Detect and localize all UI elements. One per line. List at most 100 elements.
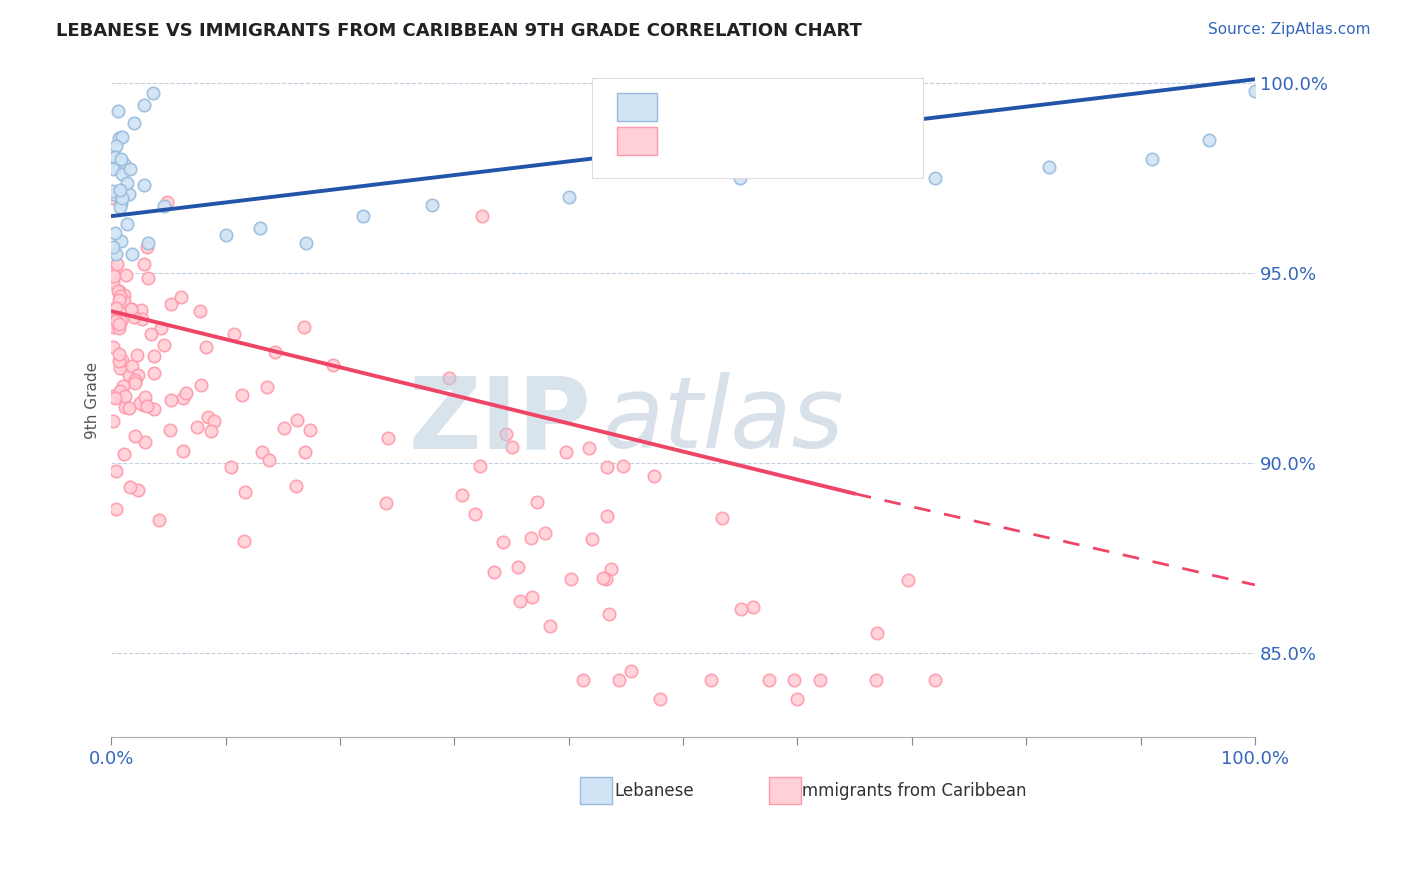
Point (285, 413, 308, 427)
Point (555, 445, 578, 459)
Point (808, 673, 831, 687)
Point (250, 445, 273, 459)
Point (110, 314, 132, 328)
Point (118, 368, 141, 383)
Point (924, 171, 946, 186)
Point (103, 320, 125, 334)
Point (172, 392, 194, 406)
Text: Source: ZipAtlas.com: Source: ZipAtlas.com (1208, 22, 1371, 37)
Point (142, 367, 165, 381)
Point (581, 533, 603, 547)
Point (643, 469, 665, 483)
Point (128, 396, 150, 410)
Point (741, 600, 763, 615)
Text: ZIP: ZIP (409, 372, 592, 469)
Point (783, 673, 806, 687)
Point (103, 414, 125, 428)
Point (112, 447, 135, 461)
Point (298, 424, 321, 438)
Point (101, 191, 124, 205)
Point (464, 508, 486, 522)
Point (124, 373, 146, 387)
Point (105, 139, 128, 153)
Point (730, 171, 752, 186)
Point (865, 673, 887, 687)
Point (134, 434, 156, 449)
Point (107, 103, 129, 118)
Text: atlas: atlas (603, 372, 845, 469)
Point (107, 257, 129, 271)
Point (108, 384, 131, 398)
Point (142, 86, 165, 100)
Point (134, 390, 156, 404)
Point (700, 673, 723, 687)
Point (103, 269, 125, 284)
Point (264, 345, 287, 359)
Point (111, 352, 134, 367)
Point (924, 673, 946, 687)
Point (101, 276, 124, 290)
Point (730, 601, 752, 615)
Point (256, 380, 278, 394)
Point (112, 156, 135, 170)
Point (120, 302, 142, 317)
Point (221, 460, 243, 475)
Point (108, 284, 131, 298)
Point (526, 495, 548, 509)
Point (127, 483, 149, 497)
Point (108, 317, 131, 331)
Point (152, 337, 174, 351)
Point (520, 531, 543, 545)
Point (257, 453, 280, 467)
Point (186, 420, 208, 434)
Point (104, 161, 127, 175)
Point (112, 294, 135, 309)
Point (132, 398, 155, 412)
Point (101, 186, 124, 201)
Point (143, 402, 166, 417)
Text: LEBANESE VS IMMIGRANTS FROM CARIBBEAN 9TH GRADE CORRELATION CHART: LEBANESE VS IMMIGRANTS FROM CARIBBEAN 9T… (56, 22, 862, 40)
Point (101, 261, 124, 276)
Point (114, 388, 136, 402)
Point (159, 392, 181, 407)
Point (112, 287, 135, 301)
Point (172, 444, 194, 458)
Point (471, 209, 494, 223)
Point (104, 464, 127, 478)
Point (202, 414, 225, 428)
Point (131, 312, 153, 326)
Point (200, 424, 222, 438)
Point (120, 301, 142, 316)
Point (522, 591, 544, 605)
Point (352, 209, 374, 223)
Point (534, 525, 557, 540)
Point (495, 427, 517, 442)
Point (159, 297, 181, 311)
Point (111, 378, 134, 392)
Point (115, 217, 138, 231)
Point (101, 184, 124, 198)
Point (294, 235, 316, 250)
Point (595, 572, 617, 586)
Point (120, 480, 142, 494)
Point (108, 131, 131, 145)
Point (470, 458, 492, 473)
Point (1244, 84, 1267, 98)
Point (159, 424, 181, 438)
Point (127, 368, 149, 382)
Point (374, 496, 396, 510)
Point (1198, 133, 1220, 147)
Point (233, 485, 256, 500)
Point (134, 178, 156, 192)
Point (607, 673, 630, 687)
Point (1038, 160, 1060, 174)
Point (233, 534, 256, 549)
Point (108, 200, 131, 214)
Point (111, 191, 134, 205)
Point (110, 357, 132, 371)
FancyBboxPatch shape (769, 777, 801, 805)
Point (148, 513, 170, 527)
Point (897, 574, 920, 588)
Point (786, 692, 808, 706)
Point (108, 183, 131, 197)
